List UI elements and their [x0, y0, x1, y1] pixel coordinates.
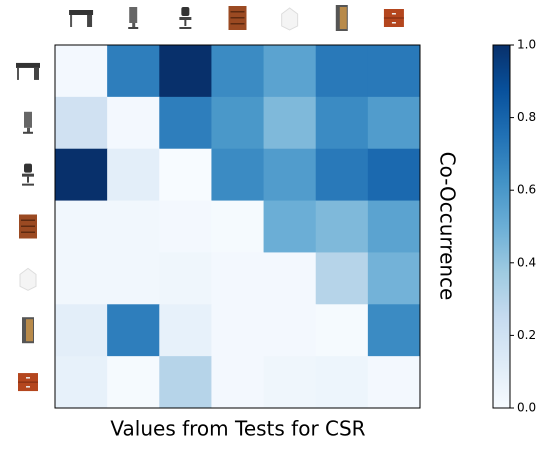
- heatmap-cell: [264, 252, 317, 304]
- heatmap-cell: [55, 201, 108, 253]
- heatmap-cell: [211, 356, 264, 408]
- colorbar-tick-label: 0.2: [517, 328, 536, 342]
- heatmap-cell: [316, 45, 369, 97]
- colorbar-label: Co-Occurrence: [436, 152, 460, 301]
- heatmap-cell: [368, 252, 421, 304]
- furniture-icon: [179, 7, 191, 28]
- heatmap-cell: [159, 252, 212, 304]
- heatmap-cell: [107, 45, 160, 97]
- heatmap-cell: [316, 356, 369, 408]
- heatmap-cell: [316, 149, 369, 201]
- heatmap-cell: [107, 356, 160, 408]
- heatmap-cell: [264, 304, 317, 356]
- furniture-icon: [229, 6, 247, 30]
- furniture-icon: [23, 112, 33, 134]
- heatmap-cell: [107, 201, 160, 253]
- heatmap-cell: [159, 97, 212, 149]
- heatmap-cell: [368, 356, 421, 408]
- heatmap-cell: [159, 201, 212, 253]
- heatmap-cell: [316, 97, 369, 149]
- heatmap-cell: [368, 97, 421, 149]
- heatmap-cell: [159, 356, 212, 408]
- furniture-icon: [128, 7, 138, 29]
- heatmap-cell: [55, 45, 108, 97]
- heatmap-cell: [55, 356, 108, 408]
- heatmap-cell: [211, 304, 264, 356]
- colorbar-tick-label: 0.4: [517, 255, 536, 269]
- colorbar: [493, 45, 510, 408]
- heatmap-cell: [368, 304, 421, 356]
- furniture-icon: [16, 63, 40, 80]
- furniture-icon: [20, 268, 36, 290]
- heatmap-cell: [264, 356, 317, 408]
- heatmap-cell: [55, 252, 108, 304]
- heatmap-cell: [264, 97, 317, 149]
- heatmap-cell: [159, 45, 212, 97]
- heatmap-cell: [55, 149, 108, 201]
- colorbar-tick-label: 0.0: [517, 401, 536, 415]
- heatmap-cell: [316, 201, 369, 253]
- furniture-icon: [22, 164, 34, 185]
- heatmap-cell: [211, 45, 264, 97]
- heatmap-cell: [211, 201, 264, 253]
- heatmap-cell: [55, 304, 108, 356]
- heatmap-cell: [107, 149, 160, 201]
- chart: Values from Tests for CSR Co-Occurrence …: [0, 0, 551, 447]
- furniture-icon: [384, 9, 404, 27]
- heatmap-cell: [107, 304, 160, 356]
- heatmap-cell: [368, 201, 421, 253]
- heatmap-cell: [264, 45, 317, 97]
- heatmap-cell: [159, 304, 212, 356]
- furniture-icon: [336, 5, 348, 31]
- furniture-icon: [18, 373, 38, 391]
- heatmap-cell: [107, 252, 160, 304]
- heatmap-cell: [316, 252, 369, 304]
- heatmap-cell: [316, 304, 369, 356]
- heatmap-cell: [55, 97, 108, 149]
- colorbar-tick-label: 1.0: [517, 38, 536, 52]
- heatmap-cell: [368, 45, 421, 97]
- furniture-icon: [282, 8, 298, 30]
- colorbar-tick-label: 0.6: [517, 183, 536, 197]
- heatmap-cell: [107, 97, 160, 149]
- heatmap-cell: [211, 252, 264, 304]
- colorbar-tick-label: 0.8: [517, 110, 536, 124]
- furniture-icon: [19, 215, 37, 239]
- furniture-icon: [69, 10, 93, 27]
- x-axis-label: Values from Tests for CSR: [110, 417, 365, 441]
- heatmap-cell: [211, 97, 264, 149]
- furniture-icon: [22, 317, 34, 343]
- heatmap-cell: [264, 201, 317, 253]
- heatmap-cell: [159, 149, 212, 201]
- heatmap-cell: [264, 149, 317, 201]
- heatmap-cell: [211, 149, 264, 201]
- heatmap-cell: [368, 149, 421, 201]
